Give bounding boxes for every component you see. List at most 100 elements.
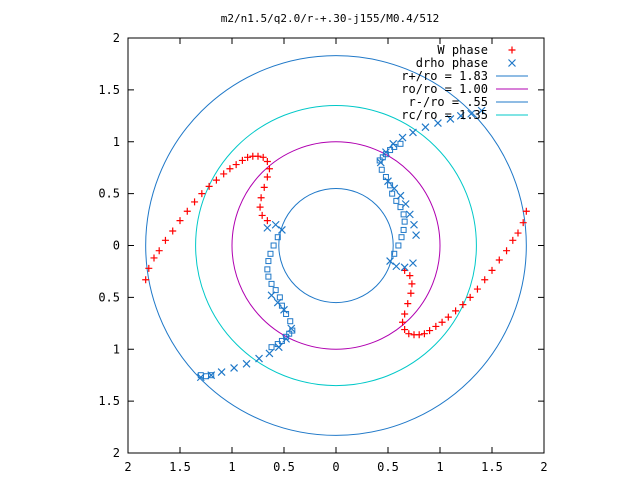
data-point	[255, 354, 263, 363]
data-point	[286, 330, 293, 337]
data-point	[220, 170, 228, 178]
x-tick-label: 1.5	[169, 460, 191, 474]
data-point	[401, 310, 409, 318]
data-point	[444, 313, 452, 321]
data-point	[208, 372, 215, 379]
x-tick-label: 1	[436, 460, 443, 474]
data-point	[276, 294, 283, 301]
data-point	[265, 165, 273, 173]
data-point	[376, 157, 383, 164]
data-point	[393, 197, 400, 204]
data-point	[519, 219, 527, 227]
radius-circle	[231, 141, 441, 350]
data-point	[382, 174, 389, 181]
y-tick-label: 0	[113, 239, 120, 253]
radius-circle	[278, 187, 394, 304]
data-point	[467, 109, 476, 118]
data-point	[287, 318, 294, 325]
y-tick-label: 1	[113, 342, 120, 356]
data-point	[274, 341, 281, 348]
radius-circle	[145, 55, 527, 436]
data-point	[226, 165, 234, 173]
data-point	[389, 139, 398, 148]
data-point	[466, 293, 474, 301]
data-point	[289, 327, 296, 334]
x-tick-label: 2	[540, 460, 547, 474]
data-point	[257, 194, 265, 202]
data-point	[161, 236, 169, 244]
data-point	[392, 262, 401, 271]
data-point	[238, 156, 246, 164]
x-tick-label: 1.5	[481, 460, 503, 474]
data-point	[242, 359, 251, 368]
data-point	[397, 140, 404, 147]
data-point	[477, 106, 486, 115]
data-point	[421, 123, 430, 132]
data-point	[384, 177, 392, 186]
data-point	[270, 242, 277, 249]
y-tick-label: 1.5	[98, 394, 120, 408]
radius-circles	[145, 55, 527, 436]
data-point	[230, 364, 239, 372]
data-point	[265, 258, 272, 265]
data-point	[473, 285, 481, 293]
data-points	[142, 106, 530, 382]
x-tick-label: 0.5	[377, 460, 399, 474]
axes-group: 2 1.5 1 0.5 0 0.5 1 1.5 221.510.500.511.52	[98, 31, 547, 474]
chart-title: m2/n1.5/q2.0/r-+.30-j155/M0.4/512	[221, 12, 440, 25]
data-point	[212, 176, 220, 184]
data-point	[268, 280, 275, 287]
y-tick-label: 0.5	[98, 187, 120, 201]
data-point	[389, 190, 396, 197]
data-point	[426, 327, 434, 335]
data-point	[433, 119, 442, 127]
data-point	[391, 143, 398, 150]
data-point	[263, 217, 271, 225]
data-point	[263, 173, 271, 181]
data-point	[278, 337, 285, 344]
data-point	[406, 272, 414, 280]
data-point	[263, 157, 271, 165]
y-tick-label: 2	[113, 31, 120, 45]
data-point	[407, 289, 415, 297]
data-point	[254, 152, 262, 160]
data-point	[387, 182, 394, 189]
data-point	[400, 263, 409, 272]
data-point	[265, 349, 274, 358]
data-point	[387, 147, 394, 154]
data-point	[259, 153, 267, 161]
legend-label: r+/ro = 1.83	[401, 69, 488, 83]
data-point	[155, 247, 163, 255]
data-point	[145, 264, 153, 272]
data-point	[379, 154, 386, 161]
data-point	[283, 333, 290, 340]
y-tick-label: 2	[113, 446, 120, 460]
data-point	[258, 211, 266, 219]
data-point	[410, 331, 418, 339]
data-point	[176, 217, 184, 225]
data-point	[232, 161, 240, 169]
data-point	[217, 368, 226, 376]
data-point	[260, 183, 268, 191]
data-point	[397, 204, 404, 211]
data-point	[280, 305, 288, 314]
data-point	[438, 318, 446, 326]
data-point	[378, 166, 385, 173]
data-point	[265, 273, 272, 280]
data-point	[488, 266, 496, 274]
data-point	[420, 330, 428, 338]
x-tick-label: 0	[332, 460, 339, 474]
data-point	[509, 236, 517, 244]
data-point	[150, 254, 158, 262]
data-point	[398, 133, 407, 142]
legend-label: rc/ro = 1.35	[401, 108, 488, 122]
data-point	[452, 307, 460, 315]
data-point	[274, 343, 283, 352]
data-point	[400, 211, 407, 218]
data-point	[410, 220, 418, 229]
data-point	[283, 310, 290, 317]
y-tick-label: 0.5	[98, 290, 120, 304]
data-point	[191, 198, 199, 206]
data-point	[432, 322, 440, 330]
data-point	[263, 223, 272, 232]
